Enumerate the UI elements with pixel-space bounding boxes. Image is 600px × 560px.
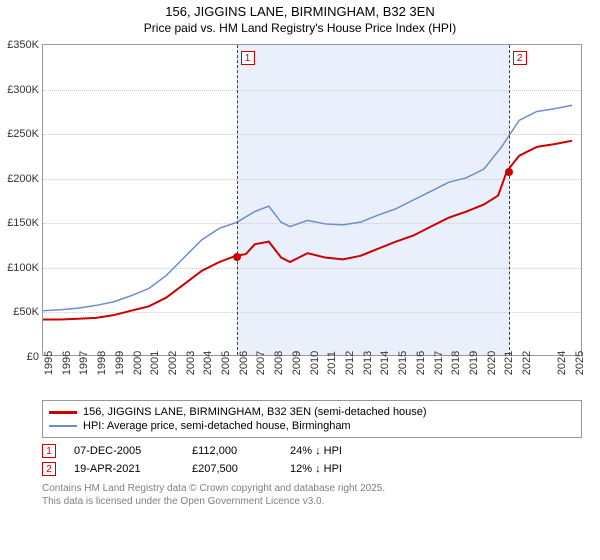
record-delta: 12% ↓ HPI <box>290 463 342 475</box>
legend-and-records: 156, JIGGINS LANE, BIRMINGHAM, B32 3EN (… <box>42 400 582 508</box>
legend-row: 156, JIGGINS LANE, BIRMINGHAM, B32 3EN (… <box>49 405 575 419</box>
title-main: 156, JIGGINS LANE, BIRMINGHAM, B32 3EN <box>0 4 600 19</box>
legend-swatch <box>49 425 77 427</box>
record-date: 07-DEC-2005 <box>74 445 174 457</box>
legend-label: 156, JIGGINS LANE, BIRMINGHAM, B32 3EN (… <box>83 406 427 418</box>
y-axis-label: £0 <box>0 351 39 363</box>
legend-swatch <box>49 411 77 414</box>
chart-plot-area: £0£50K£100K£150K£200K£250K£300K£350K1995… <box>42 44 582 356</box>
title-sub: Price paid vs. HM Land Registry's House … <box>0 21 600 35</box>
legend-row: HPI: Average price, semi-detached house,… <box>49 419 575 433</box>
sale-marker-line <box>237 45 238 355</box>
sale-point-dot <box>505 168 513 176</box>
y-axis-label: £200K <box>0 173 39 185</box>
record-price: £207,500 <box>192 463 272 475</box>
chart-lines-svg <box>43 45 581 355</box>
record-price: £112,000 <box>192 445 272 457</box>
series-line-hpi <box>43 105 572 310</box>
sale-marker-box: 1 <box>241 51 255 65</box>
record-date: 19-APR-2021 <box>74 463 174 475</box>
attribution: Contains HM Land Registry data © Crown c… <box>42 482 582 508</box>
y-axis-label: £350K <box>0 39 39 51</box>
sale-marker-line <box>509 45 510 355</box>
y-axis-label: £150K <box>0 217 39 229</box>
series-line-price_paid <box>43 141 572 320</box>
record-marker: 1 <box>42 444 56 458</box>
record-marker: 2 <box>42 462 56 476</box>
y-axis-label: £100K <box>0 262 39 274</box>
record-row: 2 19-APR-2021 £207,500 12% ↓ HPI <box>42 462 582 476</box>
record-delta: 24% ↓ HPI <box>290 445 342 457</box>
chart-container: 156, JIGGINS LANE, BIRMINGHAM, B32 3EN P… <box>0 0 600 560</box>
sale-point-dot <box>233 253 241 261</box>
legend-label: HPI: Average price, semi-detached house,… <box>83 420 351 432</box>
y-axis-label: £50K <box>0 306 39 318</box>
record-row: 1 07-DEC-2005 £112,000 24% ↓ HPI <box>42 444 582 458</box>
legend-box: 156, JIGGINS LANE, BIRMINGHAM, B32 3EN (… <box>42 400 582 438</box>
y-axis-label: £300K <box>0 84 39 96</box>
sale-marker-box: 2 <box>513 51 527 65</box>
attribution-line-1: Contains HM Land Registry data © Crown c… <box>42 482 582 495</box>
attribution-line-2: This data is licensed under the Open Gov… <box>42 495 582 508</box>
y-axis-label: £250K <box>0 128 39 140</box>
sale-records: 1 07-DEC-2005 £112,000 24% ↓ HPI 2 19-APR-202… <box>42 444 582 476</box>
titles: 156, JIGGINS LANE, BIRMINGHAM, B32 3EN P… <box>0 0 600 37</box>
